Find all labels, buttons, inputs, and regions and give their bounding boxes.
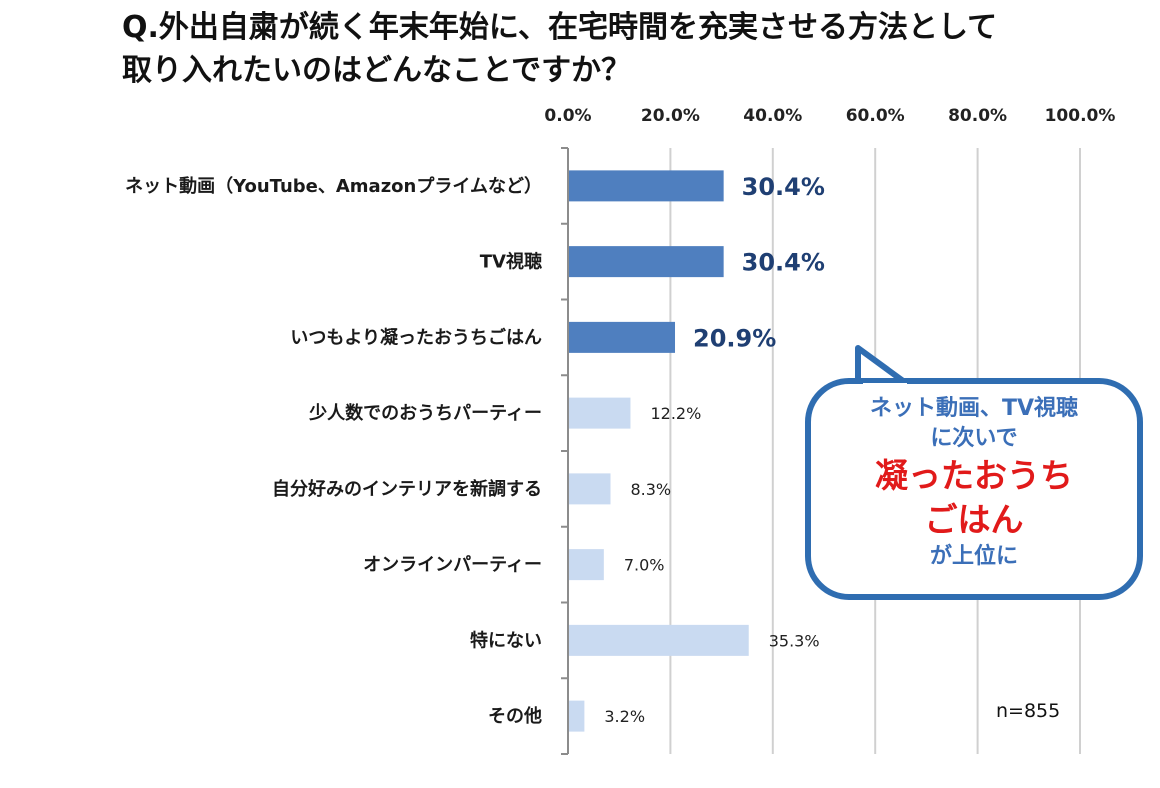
chart-title-line-1: Q.外出自粛が続く年末年始に、在宅時間を充実させる方法として bbox=[122, 10, 998, 45]
bar bbox=[568, 624, 749, 656]
chart-title-line-2: 取り入れたいのはどんなことですか？ bbox=[122, 53, 632, 88]
bars bbox=[568, 170, 749, 732]
sample-size-note: n=855 bbox=[996, 700, 1061, 722]
category-label: 特にない bbox=[470, 629, 542, 651]
value-label: 30.4% bbox=[742, 249, 825, 277]
value-label: 7.0% bbox=[624, 556, 665, 575]
callout-bubble: ネット動画、TV視聴 に次いで 凝ったおうち ごはん が上位に bbox=[805, 378, 1143, 600]
category-labels: ネット動画（YouTube、Amazonプライムなど） TV視聴いつもより凝ったお… bbox=[125, 175, 542, 727]
bar bbox=[568, 700, 585, 732]
x-axis-ticks: 0.0% 20.0% 40.0% 60.0% 80.0% 100.0% bbox=[544, 106, 1115, 126]
callout-line-4: ごはん bbox=[924, 500, 1024, 539]
y-axis bbox=[561, 147, 569, 755]
bar bbox=[568, 473, 611, 505]
value-label: 20.9% bbox=[693, 324, 776, 352]
x-tick-label: 80.0% bbox=[948, 106, 1007, 126]
category-label: 少人数でのおうちパーティー bbox=[308, 402, 542, 424]
value-label: 12.2% bbox=[650, 404, 701, 423]
callout-line-2: に次いで bbox=[930, 426, 1018, 451]
category-label: オンラインパーティー bbox=[363, 555, 542, 576]
x-tick-label: 100.0% bbox=[1045, 106, 1116, 126]
value-label: 30.4% bbox=[742, 173, 825, 201]
x-tick-label: 60.0% bbox=[846, 106, 905, 126]
category-label: ネット動画（YouTube、Amazonプライムなど） bbox=[125, 175, 542, 197]
x-tick-label: 0.0% bbox=[544, 106, 591, 126]
bar bbox=[568, 549, 604, 581]
category-label: 自分好みのインテリアを新調する bbox=[272, 478, 542, 500]
bar bbox=[568, 397, 631, 429]
callout-line-5: が上位に bbox=[929, 544, 1018, 569]
bar bbox=[568, 246, 724, 278]
bar bbox=[568, 321, 676, 353]
category-label: その他 bbox=[488, 705, 542, 727]
x-tick-label: 20.0% bbox=[641, 106, 700, 126]
x-tick-label: 40.0% bbox=[743, 106, 802, 126]
category-label: いつもより凝ったおうちごはん bbox=[290, 326, 542, 348]
chart-title: Q.外出自粛が続く年末年始に、在宅時間を充実させる方法として 取り入れたいのはど… bbox=[122, 6, 1132, 92]
bar bbox=[568, 170, 724, 202]
category-label: TV視聴 bbox=[480, 251, 542, 273]
callout-line-3: 凝ったおうち bbox=[875, 456, 1073, 495]
value-label: 3.2% bbox=[604, 707, 645, 726]
value-labels: 30.4% 30.4% 20.9% 12.2% 8.3% 7.0% 35.3% 3.2% bbox=[604, 173, 825, 726]
value-label: 8.3% bbox=[630, 480, 671, 499]
value-label: 35.3% bbox=[769, 631, 820, 650]
callout-line-1: ネット動画、TV視聴 bbox=[869, 396, 1079, 421]
